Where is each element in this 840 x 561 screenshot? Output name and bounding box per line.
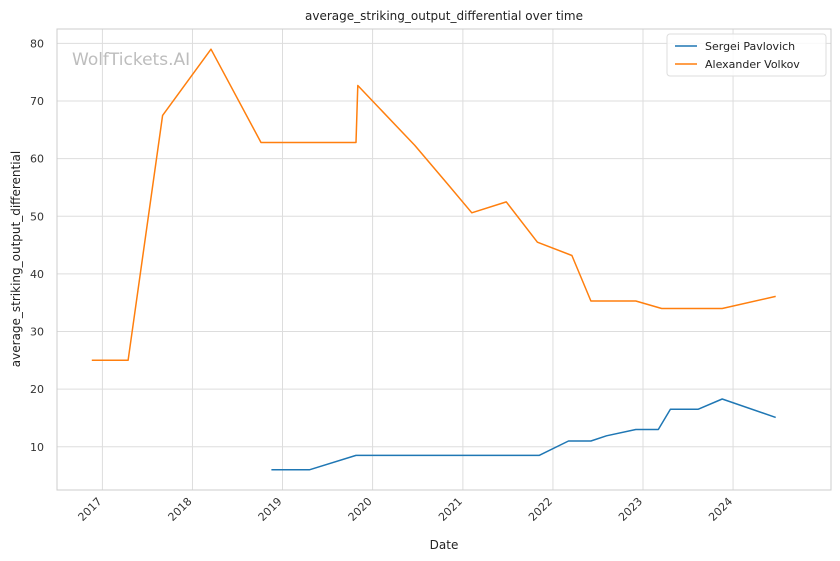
series-line-0 — [271, 398, 776, 471]
y-tick-label: 70 — [30, 95, 44, 108]
plot-frame — [56, 28, 832, 491]
x-axis-label: Date — [430, 538, 459, 552]
x-tick-label: 2023 — [616, 495, 645, 524]
plot-area — [57, 29, 831, 490]
legend-label: Sergei Pavlovich — [705, 40, 795, 53]
x-tick-label: 2021 — [436, 495, 465, 524]
legend-box — [666, 33, 827, 77]
y-tick-label: 20 — [30, 383, 44, 396]
y-tick-label: 10 — [30, 441, 44, 454]
y-tick-label: 60 — [30, 153, 44, 166]
y-tick-label: 80 — [30, 37, 44, 50]
legend: Sergei Pavlovich Alexander Volkov — [666, 33, 827, 77]
x-tick-label: 2018 — [166, 495, 195, 524]
x-tick-label: 2024 — [706, 495, 735, 524]
legend-label: Alexander Volkov — [705, 58, 800, 71]
y-tick-label: 50 — [30, 210, 44, 223]
y-tick-label: 30 — [30, 326, 44, 339]
x-tick-label: 2017 — [76, 495, 105, 524]
y-tick-label: 40 — [30, 268, 44, 281]
grid — [57, 29, 831, 490]
chart-title: average_striking_output_differential ove… — [305, 9, 583, 23]
x-tick-label: 2022 — [526, 495, 555, 524]
x-tick-label: 2020 — [346, 495, 375, 524]
watermark: WolfTickets.AI — [72, 50, 190, 70]
series-lines — [91, 48, 776, 471]
x-tick-label: 2019 — [256, 495, 285, 524]
series-line-1 — [91, 48, 776, 362]
y-axis-label: average_striking_output_differential — [9, 151, 23, 367]
